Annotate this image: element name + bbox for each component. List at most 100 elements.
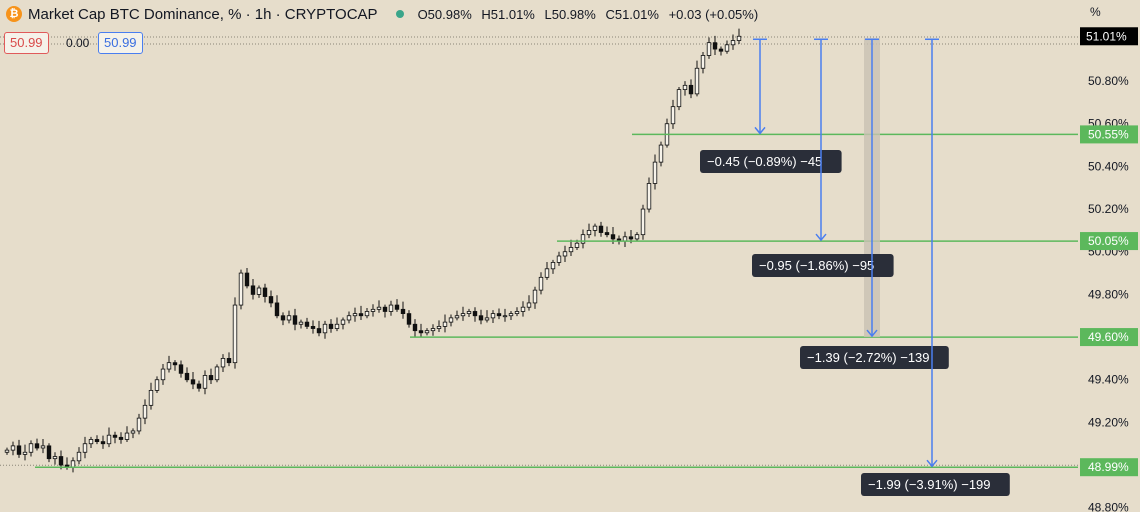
candle-body[interactable]: [184, 372, 190, 381]
candle-body[interactable]: [400, 308, 406, 315]
candle-body[interactable]: [292, 315, 298, 325]
candle-body[interactable]: [586, 229, 592, 236]
candle-body[interactable]: [466, 311, 472, 315]
candle-body[interactable]: [106, 434, 112, 445]
candle-body[interactable]: [628, 236, 634, 240]
candle-body[interactable]: [436, 325, 442, 329]
candle-body[interactable]: [358, 313, 364, 317]
candle-body[interactable]: [88, 439, 94, 445]
candle-body[interactable]: [190, 379, 196, 385]
candle-body[interactable]: [424, 330, 430, 334]
candle-body[interactable]: [310, 325, 316, 329]
candle-body[interactable]: [406, 313, 412, 325]
candle-body[interactable]: [76, 451, 82, 462]
candle-body[interactable]: [172, 362, 178, 366]
candle-body[interactable]: [70, 460, 76, 468]
candle-body[interactable]: [460, 313, 466, 317]
candle-body[interactable]: [118, 436, 124, 440]
candle-body[interactable]: [208, 375, 214, 381]
candle-body[interactable]: [694, 67, 700, 95]
candle-body[interactable]: [412, 323, 418, 332]
candle-body[interactable]: [682, 84, 688, 91]
candle-body[interactable]: [286, 315, 292, 321]
candle-body[interactable]: [4, 449, 10, 453]
sell-button[interactable]: 50.99: [4, 32, 49, 54]
candle-body[interactable]: [160, 368, 166, 381]
candle-body[interactable]: [82, 443, 88, 453]
level-price-tag[interactable]: [1080, 232, 1138, 251]
candle-body[interactable]: [556, 255, 562, 263]
candle-body[interactable]: [124, 432, 130, 440]
candle-body[interactable]: [592, 225, 598, 231]
candle-body[interactable]: [16, 445, 22, 455]
candle-body[interactable]: [28, 443, 34, 453]
candle-body[interactable]: [250, 285, 256, 295]
candle-body[interactable]: [58, 456, 64, 466]
candle-body[interactable]: [46, 445, 52, 460]
candle-body[interactable]: [676, 89, 682, 108]
candle-body[interactable]: [478, 315, 484, 321]
candle-body[interactable]: [550, 261, 556, 270]
candle-body[interactable]: [370, 308, 376, 312]
candle-body[interactable]: [604, 232, 610, 236]
candle-body[interactable]: [214, 366, 220, 381]
candle-body[interactable]: [496, 313, 502, 317]
candle-body[interactable]: [22, 451, 28, 455]
candle-body[interactable]: [646, 183, 652, 210]
candle-body[interactable]: [256, 287, 262, 295]
candle-body[interactable]: [388, 304, 394, 312]
candle-body[interactable]: [514, 311, 520, 315]
candle-body[interactable]: [526, 302, 532, 308]
candle-body[interactable]: [598, 225, 604, 233]
candle-body[interactable]: [268, 296, 274, 304]
candle-body[interactable]: [112, 434, 118, 438]
candle-body[interactable]: [328, 323, 334, 329]
candle-body[interactable]: [178, 364, 184, 374]
candle-body[interactable]: [394, 304, 400, 310]
candle-body[interactable]: [352, 313, 358, 317]
candle-body[interactable]: [10, 445, 16, 451]
candle-body[interactable]: [304, 321, 310, 327]
candle-body[interactable]: [340, 319, 346, 325]
candle-body[interactable]: [148, 389, 154, 406]
candle-body[interactable]: [418, 330, 424, 334]
price-axis[interactable]: [1078, 24, 1140, 512]
candle-body[interactable]: [322, 323, 328, 334]
level-price-tag[interactable]: [1080, 125, 1138, 144]
candle-body[interactable]: [706, 42, 712, 56]
candle-body[interactable]: [454, 315, 460, 319]
candle-body[interactable]: [130, 430, 136, 434]
candle-body[interactable]: [484, 317, 490, 321]
candle-body[interactable]: [52, 456, 58, 460]
candle-body[interactable]: [568, 247, 574, 253]
candle-body[interactable]: [736, 35, 742, 41]
candle-body[interactable]: [262, 287, 268, 297]
candle-body[interactable]: [730, 40, 736, 46]
candle-body[interactable]: [700, 55, 706, 69]
level-price-tag[interactable]: [1080, 328, 1138, 347]
candle-body[interactable]: [634, 234, 640, 240]
candle-body[interactable]: [94, 439, 100, 443]
candle-body[interactable]: [298, 321, 304, 325]
candle-body[interactable]: [580, 234, 586, 244]
candle-body[interactable]: [610, 234, 616, 240]
candle-body[interactable]: [346, 315, 352, 321]
candle-body[interactable]: [100, 441, 106, 445]
candle-body[interactable]: [502, 315, 508, 318]
candle-body[interactable]: [244, 272, 250, 287]
candle-body[interactable]: [718, 48, 724, 52]
candle-body[interactable]: [220, 357, 226, 368]
candle-body[interactable]: [166, 362, 172, 370]
candle-body[interactable]: [154, 379, 160, 391]
buy-button[interactable]: 50.99: [98, 32, 143, 54]
candle-body[interactable]: [34, 443, 40, 449]
candle-body[interactable]: [508, 313, 514, 317]
candle-body[interactable]: [196, 383, 202, 389]
candle-body[interactable]: [376, 306, 382, 310]
candle-body[interactable]: [226, 357, 232, 364]
candle-body[interactable]: [364, 311, 370, 317]
candle-body[interactable]: [562, 251, 568, 257]
candle-body[interactable]: [490, 313, 496, 319]
candle-body[interactable]: [142, 404, 148, 419]
candle-body[interactable]: [532, 289, 538, 304]
